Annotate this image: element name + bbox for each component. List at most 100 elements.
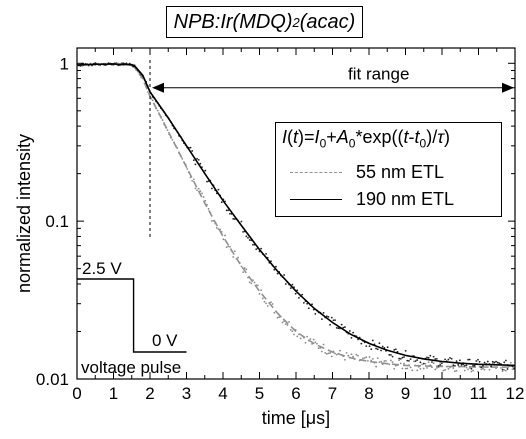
data-point: [242, 271, 244, 274]
data-point: [288, 321, 290, 323]
data-point: [475, 360, 478, 362]
data-point: [483, 361, 486, 364]
y-tick-label: 1: [60, 54, 69, 73]
y-tick-label: 0.01: [36, 370, 69, 389]
voltage-low-label: 0 V: [152, 331, 178, 350]
voltage-high-label: 2.5 V: [82, 259, 122, 278]
data-point: [232, 256, 235, 258]
data-point: [388, 353, 391, 356]
data-point: [481, 364, 484, 367]
data-point: [457, 364, 460, 366]
data-point: [409, 358, 412, 360]
data-point: [435, 357, 438, 360]
data-point: [309, 338, 312, 340]
data-point: [243, 267, 246, 269]
data-point: [189, 146, 192, 149]
voltage-pulse-label: voltage pulse: [81, 358, 181, 377]
data-point: [181, 158, 184, 160]
data-point: [204, 169, 207, 172]
data-point: [283, 274, 286, 276]
data-point: [463, 369, 466, 372]
data-point: [270, 260, 272, 263]
data-point: [271, 303, 274, 305]
data-point: [406, 367, 409, 370]
data-point: [156, 109, 159, 112]
data-point: [370, 348, 373, 351]
data-point: [151, 99, 154, 102]
data-point: [360, 342, 363, 345]
data-point: [229, 245, 231, 248]
data-point: [276, 316, 279, 319]
data-point: [449, 357, 451, 359]
data-point: [380, 360, 382, 363]
data-point: [240, 265, 243, 268]
data-point: [201, 192, 203, 195]
data-point: [396, 350, 399, 353]
data-point: [393, 349, 396, 351]
data-point: [481, 367, 484, 370]
data-point: [490, 365, 492, 368]
data-point: [240, 220, 243, 223]
data-point: [352, 355, 355, 358]
data-point: [439, 364, 442, 366]
data-point: [340, 323, 343, 326]
data-point: [503, 369, 506, 371]
data-point: [233, 250, 236, 252]
title-tail: (acac): [299, 10, 356, 33]
data-point: [225, 246, 228, 249]
data-point: [414, 360, 417, 363]
x-tick-label: 0: [72, 384, 81, 403]
data-point: [307, 307, 310, 310]
data-point: [224, 234, 226, 237]
data-point: [196, 189, 198, 192]
data-point: [217, 188, 220, 191]
data-point: [289, 328, 292, 331]
data-point: [260, 247, 263, 250]
data-point: [347, 354, 350, 357]
data-point: [419, 361, 422, 364]
data-point: [365, 345, 368, 348]
data-point: [293, 333, 295, 336]
x-tick-label: 6: [291, 384, 300, 403]
data-point: [350, 353, 353, 356]
data-point: [194, 187, 197, 190]
fit-line: [76, 63, 516, 367]
data-point: [401, 356, 404, 359]
data-point: [468, 358, 471, 361]
data-point: [452, 364, 455, 367]
data-point: [278, 316, 281, 318]
data-point: [426, 367, 428, 369]
data-point: [472, 364, 474, 367]
data-point: [399, 357, 402, 360]
fit-range-arrowhead-left: [152, 82, 164, 93]
data-point: [248, 281, 251, 284]
data-point: [146, 91, 149, 93]
data-point: [266, 305, 269, 307]
data-point: [495, 360, 497, 363]
data-point: [250, 282, 253, 285]
data-point: [247, 236, 249, 239]
data-point: [291, 283, 294, 286]
x-tick-label: 12: [506, 384, 525, 403]
data-point: [376, 357, 379, 360]
data-point: [245, 235, 248, 238]
data-point: [321, 350, 323, 353]
x-tick-label: 7: [328, 384, 337, 403]
data-point: [316, 342, 318, 345]
data-point: [330, 316, 333, 319]
data-point: [222, 238, 225, 241]
data-point: [253, 281, 256, 284]
data-point: [421, 363, 424, 366]
data-point: [232, 217, 235, 220]
data-point: [192, 159, 195, 162]
data-point: [206, 180, 208, 183]
data-point: [273, 268, 276, 271]
data-point: [501, 368, 504, 371]
data-point: [416, 369, 419, 372]
data-point: [255, 248, 258, 251]
data-point: [440, 362, 443, 365]
data-point: [365, 356, 368, 359]
data-point: [480, 368, 483, 371]
x-tick-label: 10: [433, 384, 452, 403]
data-point: [434, 358, 437, 360]
